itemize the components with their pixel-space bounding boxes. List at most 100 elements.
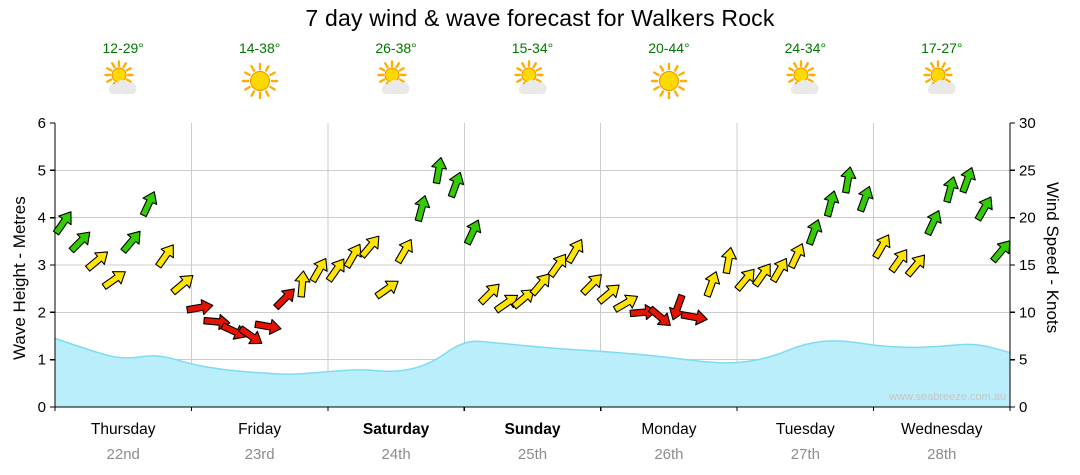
wind-arrow [238,325,263,345]
sun-ray [652,71,660,77]
sun-disc [930,67,946,83]
wind-arrow [547,253,567,279]
sun-ray [111,62,116,69]
watermark-text: www.seabreeze.com.au [889,391,1006,403]
wind-arrow [647,305,671,327]
day-temp-range: 12-29° [102,40,144,56]
sun-ray [268,85,276,91]
sun-ray [788,78,795,83]
wave-tick-label: 6 [38,115,46,132]
wind-arrow [805,219,823,246]
wind-tick-label: 25 [1019,162,1036,179]
wind-arrow [769,257,789,284]
wind-arrow [463,219,482,246]
sun-ray [264,90,270,97]
sun-ray [678,71,685,77]
wave-axis-title: Wave Height - Metres [10,196,29,360]
sun-ray [793,62,799,69]
cloud-base [927,86,955,94]
wind-tick-label: 0 [1019,399,1027,416]
sun-ray [804,62,810,69]
weather-icon-partly-cloudy [513,60,546,94]
weather-icon-partly-cloudy [923,60,956,94]
sun-ray [924,78,932,83]
wind-arrow [101,271,126,290]
wind-tick-label: 15 [1019,257,1036,274]
sun-disc [793,67,809,83]
wave-height-line [54,337,1011,375]
sun-ray [122,62,128,69]
wind-arrow [477,283,500,306]
sun-ray [249,90,255,97]
wind-arrow [343,243,362,269]
sun-ray [398,78,405,83]
wind-arrow [888,249,908,274]
wave-tick-label: 1 [38,352,46,369]
wind-arrow [872,234,891,260]
wave-height-area [55,338,1010,407]
sun-ray [531,62,537,69]
sun-ray [243,71,251,77]
wave-tick-label: 5 [38,162,46,179]
sun-ray [398,67,405,72]
sun-ray [535,78,542,83]
sun-ray [659,65,665,72]
sun-ray [807,78,815,83]
day-name-label: Saturday [363,421,430,438]
sun-ray [515,67,522,72]
day-header-monday: 20-44° [604,40,734,104]
wind-arrow [703,271,721,298]
sun-ray [384,62,389,69]
wind-arrow [823,190,840,218]
wave-tick-label: 2 [38,304,46,321]
wind-arrow [155,244,174,269]
wind-arrow [580,274,602,296]
sun-ray [673,65,679,72]
sun-ray [788,67,795,72]
weather-icon-partly-cloudy [377,60,410,94]
wind-arrow [924,210,942,237]
cloud-base [109,86,137,94]
day-temp-range: 17-27° [921,40,963,56]
wind-arrow [68,231,91,254]
wind-arrow [612,294,639,313]
wind-tick-label: 10 [1019,304,1036,321]
wind-arrow [325,258,345,283]
sun-disc [384,67,400,83]
wind-arrow [359,235,380,259]
wind-arrow [493,294,519,314]
day-date-label: 26th [654,446,683,463]
sun-ray [652,85,660,91]
cloud-base [518,86,546,94]
sun-disc [658,71,679,91]
wind-arrow [447,171,465,199]
day-name-label: Monday [641,421,696,438]
wind-arrow [959,167,976,194]
weather-icon-sunny [650,62,688,100]
wind-arrow [414,195,431,223]
wave-tick-label: 0 [38,399,46,416]
wind-arrow [856,185,874,213]
cloud-base [791,86,819,94]
sun-ray [944,78,951,83]
sun-ray [515,78,522,83]
wind-arrow [529,273,550,297]
wind-arrow [721,246,737,275]
sun-ray [659,90,665,97]
sun-ray [944,67,951,72]
day-name-label: Sunday [505,421,561,438]
wind-arrow [273,288,295,311]
day-name-label: Tuesday [776,421,835,438]
sun-ray [106,67,113,72]
sun-ray [673,90,679,97]
day-temp-range: 20-44° [648,40,690,56]
sun-ray [924,67,932,72]
wind-arrow [186,299,214,316]
day-headers: 12-29° 14-38° 26-38° 15-34° 20-44° 24-34° 17-2… [0,0,1080,130]
sun-disc [521,67,536,83]
wind-arrow [254,318,282,335]
wind-arrow [85,251,109,272]
day-header-thursday: 12-29° [58,40,188,104]
sun-ray [941,62,946,69]
